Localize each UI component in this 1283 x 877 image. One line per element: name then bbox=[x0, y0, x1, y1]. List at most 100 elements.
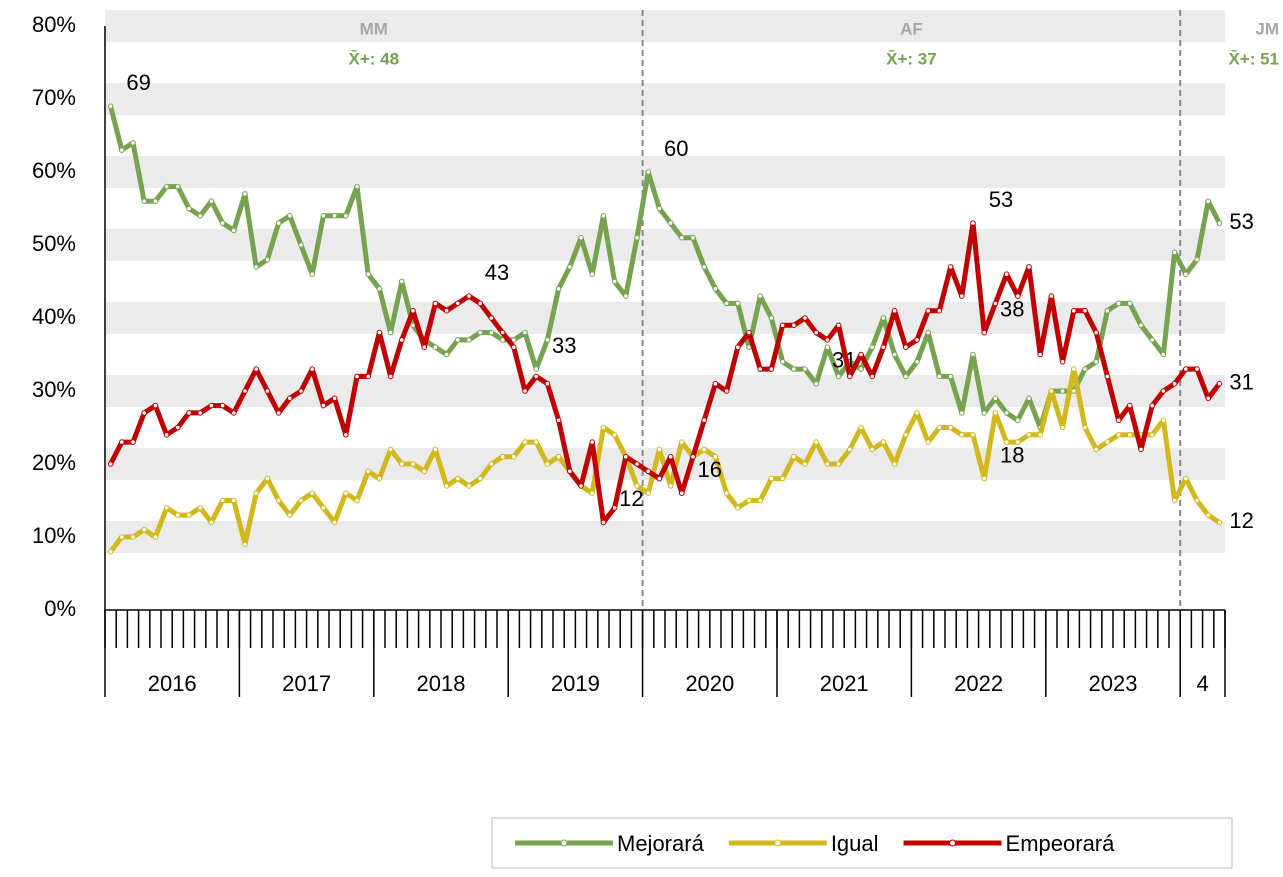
point bbox=[231, 227, 237, 234]
data-label: 33 bbox=[552, 333, 576, 358]
point bbox=[287, 213, 293, 219]
point bbox=[914, 337, 920, 343]
point bbox=[914, 359, 920, 365]
point bbox=[331, 213, 338, 219]
point bbox=[1037, 432, 1043, 438]
point bbox=[387, 329, 394, 336]
point bbox=[1216, 220, 1223, 226]
x-group-label: 2022 bbox=[954, 671, 1003, 696]
period-mean: X̄+: 51 bbox=[1228, 49, 1279, 68]
point bbox=[600, 213, 607, 219]
point bbox=[858, 366, 864, 372]
point bbox=[253, 264, 260, 270]
y-tick-label: 80% bbox=[32, 12, 76, 37]
point bbox=[611, 278, 618, 285]
point bbox=[723, 490, 730, 497]
point bbox=[443, 351, 450, 358]
point bbox=[1194, 256, 1200, 263]
point bbox=[880, 344, 887, 351]
point bbox=[947, 373, 954, 380]
grid-band bbox=[105, 9, 1225, 43]
point bbox=[365, 373, 372, 380]
point bbox=[163, 432, 170, 438]
point bbox=[970, 432, 976, 438]
point bbox=[1149, 337, 1155, 343]
point bbox=[533, 373, 540, 380]
point bbox=[802, 366, 808, 372]
point bbox=[1149, 402, 1155, 409]
point bbox=[455, 300, 461, 307]
point bbox=[992, 300, 999, 307]
point bbox=[600, 519, 607, 526]
point bbox=[914, 410, 920, 416]
point bbox=[757, 366, 764, 372]
point bbox=[309, 271, 316, 278]
point bbox=[152, 402, 159, 409]
point bbox=[511, 453, 517, 460]
point bbox=[645, 468, 652, 475]
point bbox=[959, 293, 965, 299]
point bbox=[1160, 388, 1167, 394]
data-label: 53 bbox=[989, 187, 1013, 212]
point bbox=[1138, 322, 1144, 329]
point bbox=[723, 300, 730, 307]
point bbox=[645, 169, 652, 175]
point bbox=[936, 373, 943, 380]
series-line bbox=[108, 105, 1222, 430]
point bbox=[824, 337, 831, 343]
point bbox=[589, 439, 596, 445]
point bbox=[1205, 198, 1211, 204]
point bbox=[1115, 300, 1122, 307]
x-group-label: 2023 bbox=[1089, 671, 1138, 696]
period-label: JM bbox=[1255, 19, 1279, 38]
point bbox=[835, 322, 842, 329]
legend-label: Mejorará bbox=[617, 831, 705, 856]
point bbox=[970, 351, 976, 358]
point bbox=[287, 395, 293, 402]
point bbox=[589, 271, 596, 278]
point bbox=[746, 329, 752, 336]
point bbox=[824, 344, 831, 351]
point bbox=[735, 505, 741, 511]
point bbox=[735, 344, 741, 351]
point bbox=[376, 329, 383, 336]
point bbox=[992, 410, 999, 416]
point bbox=[869, 373, 876, 380]
point bbox=[634, 461, 640, 467]
point bbox=[186, 512, 192, 518]
point bbox=[667, 453, 674, 460]
point bbox=[365, 468, 372, 475]
point bbox=[768, 315, 775, 321]
point bbox=[197, 410, 203, 416]
point bbox=[791, 453, 797, 460]
point bbox=[656, 205, 663, 212]
point bbox=[768, 475, 775, 482]
data-label: 43 bbox=[485, 260, 509, 285]
y-tick-label: 20% bbox=[32, 450, 76, 475]
point bbox=[410, 461, 416, 467]
point bbox=[847, 446, 853, 453]
point bbox=[242, 541, 248, 548]
point bbox=[443, 483, 450, 489]
point bbox=[555, 417, 562, 424]
point bbox=[1104, 373, 1111, 380]
point bbox=[1183, 271, 1189, 278]
data-label: 12 bbox=[1229, 508, 1253, 533]
point bbox=[522, 329, 528, 336]
point bbox=[219, 497, 226, 504]
point bbox=[1205, 395, 1211, 402]
y-tick-label: 50% bbox=[32, 231, 76, 256]
point bbox=[175, 424, 181, 431]
point bbox=[959, 410, 965, 416]
point bbox=[1003, 410, 1010, 416]
point bbox=[399, 278, 405, 285]
y-tick-label: 60% bbox=[32, 158, 76, 183]
point bbox=[141, 410, 147, 416]
point bbox=[432, 446, 439, 453]
point bbox=[723, 388, 730, 394]
point bbox=[253, 490, 260, 497]
point bbox=[443, 307, 450, 314]
point bbox=[1093, 446, 1099, 453]
point bbox=[175, 512, 181, 518]
point bbox=[1093, 359, 1099, 365]
